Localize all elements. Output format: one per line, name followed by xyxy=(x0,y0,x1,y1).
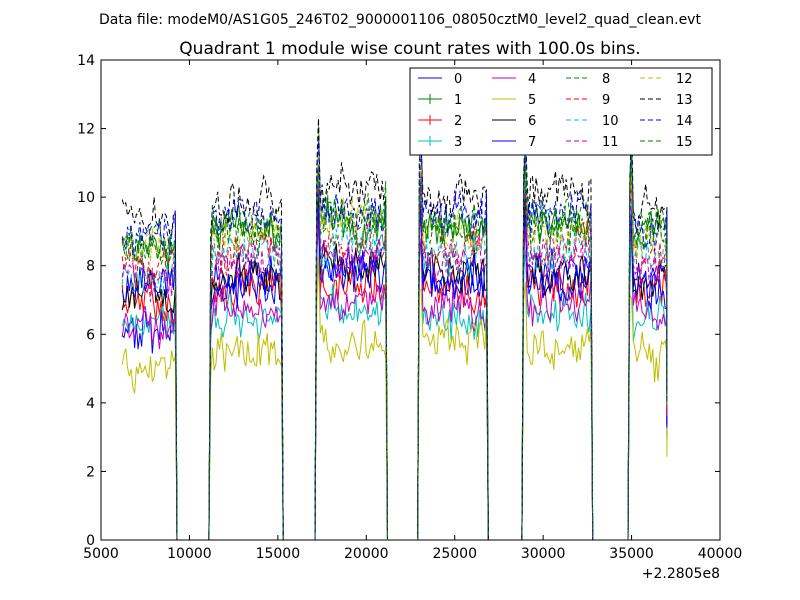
legend-label-4: 4 xyxy=(528,72,536,87)
x-tick-label: 5000 xyxy=(83,546,119,562)
series-line-11 xyxy=(121,175,668,540)
legend-marker-1 xyxy=(425,94,435,104)
legend-label-8: 8 xyxy=(602,72,610,87)
legend-label-5: 5 xyxy=(528,93,536,108)
legend-marker-2 xyxy=(425,115,435,125)
y-tick-label: 0 xyxy=(86,533,95,549)
series-line-5 xyxy=(121,256,668,540)
plot-frame xyxy=(100,59,721,541)
legend-label-3: 3 xyxy=(454,135,462,150)
series-line-14 xyxy=(121,123,668,540)
series-line-3 xyxy=(121,223,668,540)
x-tick-label: 40000 xyxy=(698,546,743,562)
legend-box xyxy=(409,67,713,156)
series-line-2 xyxy=(121,205,668,540)
y-tick-label: 12 xyxy=(77,122,95,138)
y-tick-label: 8 xyxy=(86,259,95,275)
x-tick-label: 30000 xyxy=(521,546,566,562)
y-tick-label: 14 xyxy=(77,53,95,69)
series-line-10 xyxy=(121,174,668,540)
legend-label-15: 15 xyxy=(676,135,693,150)
legend-label-9: 9 xyxy=(602,93,610,108)
y-tick-label: 10 xyxy=(77,190,95,206)
series-line-15 xyxy=(121,154,668,540)
y-tick-label: 4 xyxy=(86,396,95,412)
series-line-8 xyxy=(121,123,668,540)
legend-marker-3 xyxy=(425,136,435,146)
x-tick-label: 20000 xyxy=(344,546,389,562)
chart-title: Quadrant 1 module wise count rates with … xyxy=(179,39,640,59)
legend-label-0: 0 xyxy=(454,72,462,87)
legend-label-10: 10 xyxy=(602,114,619,129)
x-tick-label: 35000 xyxy=(609,546,654,562)
x-tick-label: 15000 xyxy=(256,546,301,562)
legend-label-12: 12 xyxy=(676,72,693,87)
legend-label-1: 1 xyxy=(454,93,462,108)
legend-label-6: 6 xyxy=(528,114,536,129)
legend-label-2: 2 xyxy=(454,114,462,129)
legend-label-14: 14 xyxy=(676,114,693,129)
y-tick-label: 2 xyxy=(86,464,95,480)
x-tick-label: 10000 xyxy=(167,546,212,562)
series-line-6 xyxy=(121,189,668,540)
y-tick-label: 6 xyxy=(86,327,95,343)
axis-ticks: 5000 10000 15000 20000 25000 30000 35000 40000 0… xyxy=(77,53,742,562)
x-tick-label: 25000 xyxy=(432,546,477,562)
legend-label-11: 11 xyxy=(602,135,619,150)
x-offset-label: +2.2805e8 xyxy=(642,566,720,582)
series-line-7 xyxy=(121,200,668,540)
series-line-9 xyxy=(121,170,668,540)
data-file-suptitle: Data file: modeM0/AS1G05_246T02_90000011… xyxy=(99,12,701,28)
legend-label-13: 13 xyxy=(676,93,693,108)
series-line-13 xyxy=(121,118,668,540)
series-layer xyxy=(121,118,668,540)
legend-label-7: 7 xyxy=(528,135,536,150)
